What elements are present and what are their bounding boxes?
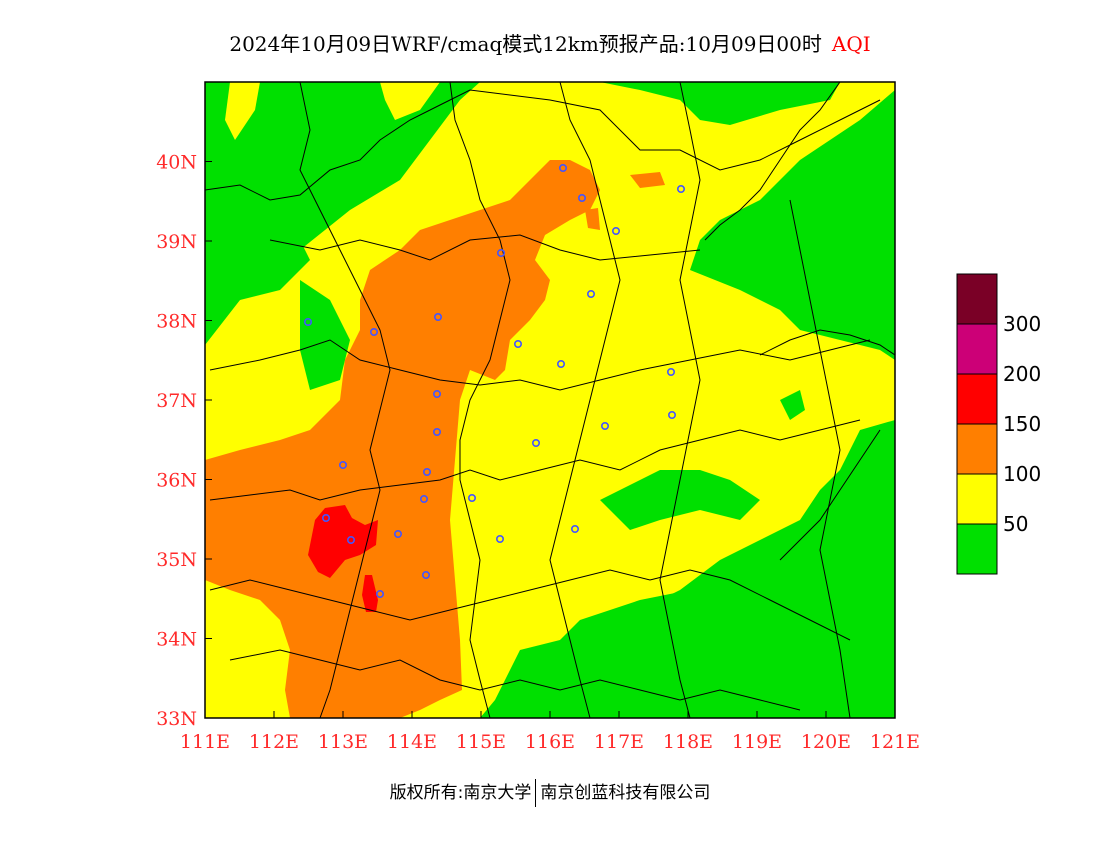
y-axis: 33N 34N 35N 36N 37N 38N 39N 40N: [156, 152, 212, 730]
x-tick-label: 111E: [180, 731, 230, 753]
coastline: [704, 82, 841, 241]
aqi-level-unhealthy-area: [308, 505, 378, 578]
station-marker: [421, 570, 430, 579]
station-marker: [338, 460, 347, 469]
copyright-left: 版权所有:南京大学: [389, 783, 532, 803]
boundary-line: [209, 569, 851, 641]
boundary-line: [229, 649, 801, 711]
copyright-footer: 版权所有:南京大学 南京创蓝科技有限公司: [0, 778, 1100, 807]
station-marker: [375, 589, 384, 598]
x-axis: 111E 112E 113E 114E 115E 116E 117E 118E 119E 120E…: [180, 711, 920, 753]
y-tick-label: 35N: [156, 549, 197, 571]
copyright-right: 南京创蓝科技有限公司: [540, 783, 711, 803]
legend-label: 200: [1003, 362, 1041, 386]
x-tick-label: 118E: [663, 731, 713, 753]
legend-color-swatch: [956, 323, 998, 375]
x-tick-label: 120E: [801, 731, 851, 753]
aqi-level-good-area: [600, 470, 760, 530]
station-marker: [666, 367, 675, 376]
legend-color-swatch: [956, 473, 998, 525]
station-marker: [419, 494, 428, 503]
x-tick-label: 114E: [387, 731, 437, 753]
x-tick-label: 116E: [525, 731, 575, 753]
boundary-line: [269, 234, 701, 261]
y-tick-label: 34N: [156, 629, 197, 651]
aqi-level-good-area: [780, 390, 805, 420]
station-marker: [558, 164, 567, 173]
station-marker: [467, 493, 476, 502]
aqi-level-good-area: [520, 560, 895, 718]
station-marker: [303, 317, 312, 326]
station-marker: [369, 327, 378, 336]
station-marker: [586, 289, 595, 298]
x-tick-label: 121E: [870, 731, 920, 753]
y-tick-label: 33N: [156, 708, 197, 730]
station-marker: [513, 339, 522, 348]
aqi-level-good-area: [300, 280, 350, 390]
station-marker: [422, 467, 431, 476]
station-marker: [496, 249, 505, 258]
city-stations: [303, 164, 685, 598]
station-marker: [570, 524, 579, 533]
aqi-field: [205, 82, 895, 718]
legend-label: 100: [1003, 462, 1041, 486]
legend-color-swatch: [956, 423, 998, 475]
station-marker: [611, 227, 620, 236]
aqi-level-moderate-area: [380, 82, 440, 120]
aqi-level-good-area: [205, 150, 310, 320]
station-marker: [676, 185, 685, 194]
station-marker: [432, 427, 441, 436]
title-text: 2024年10月09日WRF/cmaq模式12km预报产品:10月09日00时: [229, 32, 822, 56]
station-marker: [531, 438, 540, 447]
boundary-line: [549, 82, 621, 718]
station-marker: [667, 410, 676, 419]
station-marker: [393, 529, 402, 538]
y-tick-label: 36N: [156, 470, 197, 492]
aqi-level-moderate-area: [225, 82, 260, 140]
boundary-line: [209, 339, 871, 391]
station-marker: [321, 513, 330, 522]
station-marker: [432, 389, 441, 398]
station-marker: [556, 359, 565, 368]
x-tick-label: 117E: [594, 731, 644, 753]
boundary-line: [449, 82, 511, 718]
boundary-line: [209, 419, 861, 501]
boundary-line: [659, 82, 701, 718]
title-variable: AQI: [831, 32, 871, 56]
x-tick-label: 119E: [732, 731, 782, 753]
legend-label: 300: [1003, 312, 1041, 336]
footer-divider: [535, 779, 537, 807]
coastline: [759, 329, 895, 356]
y-tick-label: 39N: [156, 231, 197, 253]
legend-color-swatch: [956, 273, 998, 325]
legend-color-swatch: [956, 373, 998, 425]
y-tick-label: 40N: [156, 152, 197, 174]
legend-label: 50: [1003, 512, 1028, 536]
x-tick-label: 115E: [456, 731, 506, 753]
y-tick-label: 38N: [156, 311, 197, 333]
legend-label: 150: [1003, 412, 1041, 436]
aqi-legend: 300 200 150 100 50: [956, 273, 1041, 575]
x-tick-label: 112E: [249, 731, 299, 753]
legend-color-swatch: [956, 523, 998, 575]
map-title: 2024年10月09日WRF/cmaq模式12km预报产品:10月09日00时 A…: [0, 28, 1100, 57]
station-marker: [600, 421, 609, 430]
y-tick-label: 37N: [156, 390, 197, 412]
province-boundaries: [205, 82, 895, 718]
aqi-level-usg-area: [630, 172, 665, 188]
boundary-line: [205, 89, 881, 201]
aqi-level-usg-area: [585, 208, 600, 230]
boundary-line: [299, 82, 391, 718]
station-marker: [495, 534, 504, 543]
aqi-level-unhealthy-area: [362, 575, 378, 612]
station-marker: [577, 194, 586, 203]
station-marker: [346, 535, 355, 544]
boundary-line: [789, 199, 851, 718]
coastline: [779, 429, 881, 561]
aqi-level-usg-area: [205, 160, 600, 718]
station-marker: [433, 312, 442, 321]
x-tick-label: 113E: [318, 731, 368, 753]
